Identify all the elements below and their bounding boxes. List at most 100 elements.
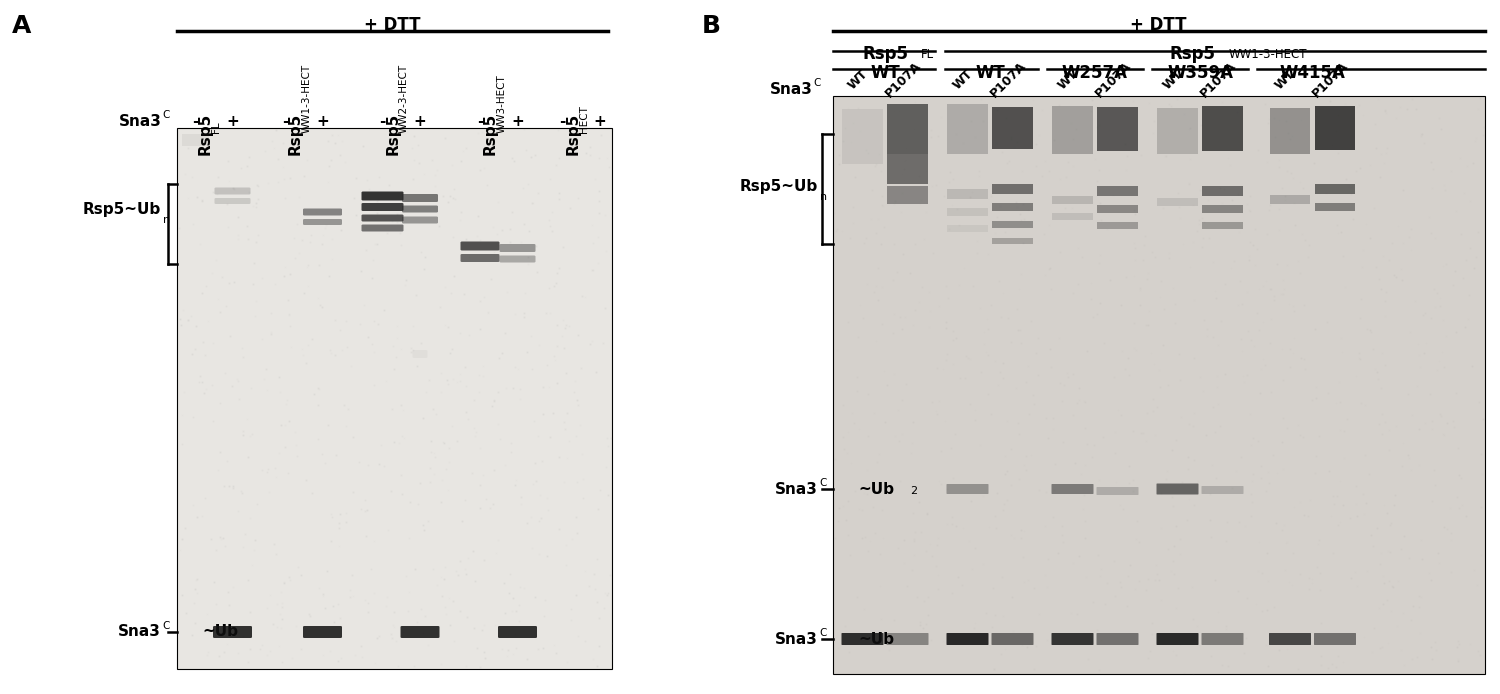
Text: Sna3: Sna3: [774, 482, 818, 496]
FancyBboxPatch shape: [993, 238, 1032, 244]
Text: +: +: [226, 114, 238, 128]
FancyBboxPatch shape: [1203, 222, 1242, 229]
FancyBboxPatch shape: [946, 484, 988, 494]
FancyBboxPatch shape: [1096, 487, 1138, 495]
Text: W415A: W415A: [1280, 64, 1346, 82]
Text: W257A: W257A: [1062, 64, 1128, 82]
Text: WW1-3-HECT: WW1-3-HECT: [302, 64, 312, 133]
Text: Sna3: Sna3: [118, 114, 162, 128]
FancyBboxPatch shape: [303, 208, 342, 216]
FancyBboxPatch shape: [1096, 107, 1137, 151]
Text: P107A: P107A: [1092, 59, 1134, 100]
FancyBboxPatch shape: [400, 626, 439, 638]
Text: Sna3: Sna3: [770, 81, 813, 96]
FancyBboxPatch shape: [1052, 633, 1094, 645]
Text: + DTT: + DTT: [364, 16, 420, 34]
FancyBboxPatch shape: [1269, 108, 1311, 154]
FancyBboxPatch shape: [362, 224, 404, 232]
Text: FL: FL: [211, 121, 222, 133]
Text: W359A: W359A: [1167, 64, 1233, 82]
FancyBboxPatch shape: [948, 104, 987, 154]
FancyBboxPatch shape: [993, 203, 1032, 211]
FancyBboxPatch shape: [460, 242, 500, 251]
Text: A: A: [12, 14, 32, 38]
Text: ~Ub: ~Ub: [202, 625, 238, 639]
FancyBboxPatch shape: [214, 187, 250, 194]
Text: C: C: [162, 621, 170, 631]
Text: WT: WT: [846, 67, 870, 92]
Text: + DTT: + DTT: [1131, 16, 1186, 34]
Text: WT: WT: [870, 64, 900, 82]
FancyBboxPatch shape: [993, 221, 1032, 228]
FancyBboxPatch shape: [1156, 484, 1198, 495]
FancyBboxPatch shape: [888, 186, 927, 204]
FancyBboxPatch shape: [948, 208, 987, 216]
Text: P107A: P107A: [1197, 59, 1239, 100]
Text: +: +: [594, 114, 606, 128]
Text: n: n: [819, 192, 827, 202]
Text: Rsp5: Rsp5: [483, 113, 498, 155]
Text: +: +: [414, 114, 426, 128]
Text: B: B: [702, 14, 721, 38]
FancyBboxPatch shape: [1096, 633, 1138, 645]
FancyBboxPatch shape: [993, 184, 1032, 194]
FancyBboxPatch shape: [1269, 195, 1311, 204]
Text: Rsp5: Rsp5: [1170, 45, 1215, 63]
FancyBboxPatch shape: [1158, 108, 1197, 154]
FancyBboxPatch shape: [362, 192, 404, 201]
FancyBboxPatch shape: [500, 244, 536, 252]
FancyBboxPatch shape: [1158, 198, 1197, 206]
Bar: [177, 128, 612, 669]
Text: WW3-HECT: WW3-HECT: [496, 74, 506, 133]
FancyBboxPatch shape: [460, 254, 500, 262]
FancyBboxPatch shape: [1053, 106, 1092, 154]
Text: ~Ub: ~Ub: [858, 482, 894, 496]
Text: -: -: [560, 114, 566, 128]
Text: C: C: [819, 628, 827, 638]
FancyBboxPatch shape: [362, 203, 404, 211]
Text: C: C: [162, 110, 170, 120]
Text: P107A: P107A: [1310, 59, 1352, 100]
Text: 2: 2: [910, 486, 918, 496]
FancyBboxPatch shape: [303, 626, 342, 638]
FancyBboxPatch shape: [1314, 106, 1356, 150]
FancyBboxPatch shape: [1203, 186, 1242, 196]
Text: +: +: [512, 114, 524, 128]
FancyBboxPatch shape: [993, 107, 1032, 149]
FancyBboxPatch shape: [1052, 484, 1094, 494]
Text: FL: FL: [921, 48, 934, 61]
Text: HECT: HECT: [579, 105, 588, 133]
FancyBboxPatch shape: [886, 633, 928, 645]
Text: ~Ub: ~Ub: [858, 632, 894, 647]
FancyBboxPatch shape: [1314, 184, 1356, 194]
Text: C: C: [813, 78, 820, 88]
Text: WT: WT: [1161, 67, 1185, 92]
FancyBboxPatch shape: [1203, 106, 1242, 151]
Text: Rsp5: Rsp5: [862, 45, 907, 63]
FancyBboxPatch shape: [182, 134, 209, 146]
Text: P107A: P107A: [882, 59, 924, 100]
FancyBboxPatch shape: [214, 198, 250, 204]
Text: -: -: [192, 114, 198, 128]
FancyBboxPatch shape: [842, 633, 884, 645]
FancyBboxPatch shape: [1203, 205, 1242, 213]
Text: Rsp5: Rsp5: [386, 113, 400, 155]
Text: -: -: [282, 114, 288, 128]
FancyBboxPatch shape: [992, 633, 1033, 645]
Text: WT: WT: [951, 67, 975, 92]
Text: -: -: [477, 114, 483, 128]
FancyBboxPatch shape: [213, 626, 252, 638]
FancyBboxPatch shape: [843, 109, 882, 164]
Text: Sna3: Sna3: [117, 625, 160, 639]
FancyBboxPatch shape: [888, 104, 927, 154]
FancyBboxPatch shape: [1096, 205, 1137, 213]
FancyBboxPatch shape: [498, 626, 537, 638]
Text: WT: WT: [1274, 67, 1298, 92]
Text: Rsp5: Rsp5: [198, 113, 213, 155]
FancyBboxPatch shape: [1053, 196, 1092, 204]
FancyBboxPatch shape: [1156, 633, 1198, 645]
Text: Rsp5: Rsp5: [288, 113, 303, 155]
FancyBboxPatch shape: [303, 219, 342, 225]
FancyBboxPatch shape: [402, 217, 438, 223]
FancyBboxPatch shape: [500, 255, 536, 262]
